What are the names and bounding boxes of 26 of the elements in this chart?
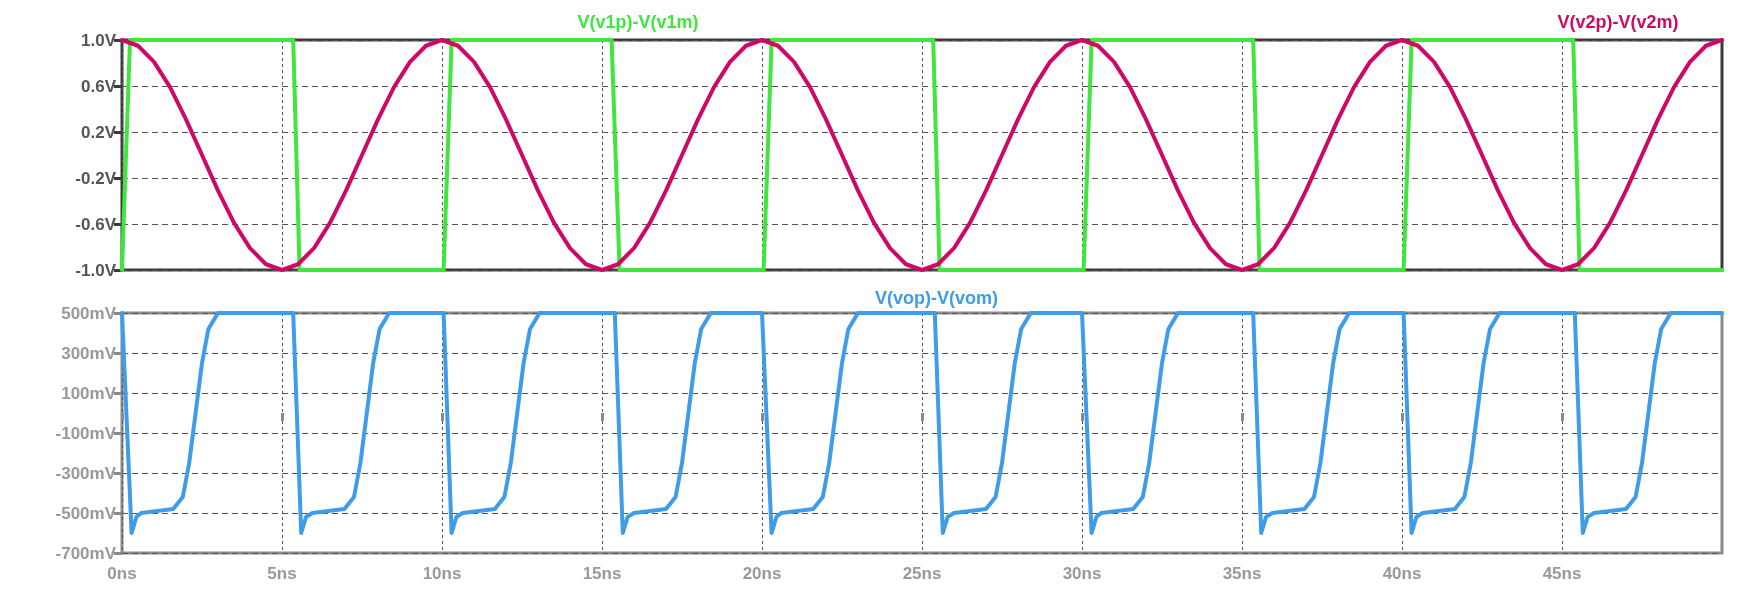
- x-tick-label: 5ns: [267, 564, 297, 583]
- y-tick-label: -300mV: [55, 463, 117, 483]
- y-tick-label: 1.0V: [81, 30, 117, 50]
- y-tick-label: 300mV: [61, 343, 117, 363]
- y-tick-label: -700mV: [55, 543, 117, 563]
- series-label: V(v2p)-V(v2m): [1557, 12, 1679, 32]
- y-tick-label: -500mV: [55, 503, 117, 523]
- x-tick-label: 0ns: [107, 564, 137, 583]
- x-tick-label: 40ns: [1382, 564, 1422, 583]
- x-tick-label: 35ns: [1222, 564, 1262, 583]
- series-label: V(v1p)-V(v1m): [577, 12, 699, 32]
- x-tick-label: 15ns: [582, 564, 622, 583]
- x-tick-label: 20ns: [742, 564, 782, 583]
- y-tick-label: 0.2V: [81, 122, 117, 142]
- y-tick-label: 0.6V: [81, 76, 117, 96]
- x-tick-label: 25ns: [902, 564, 942, 583]
- x-tick-label: 30ns: [1062, 564, 1102, 583]
- x-tick-label: 45ns: [1542, 564, 1582, 583]
- y-tick-label: 500mV: [61, 303, 117, 323]
- y-tick-label: -0.6V: [75, 214, 117, 234]
- y-tick-label: 100mV: [61, 383, 117, 403]
- series-label: V(vop)-V(vom): [875, 288, 998, 308]
- x-tick-label: 10ns: [422, 564, 462, 583]
- y-tick-label: -100mV: [55, 423, 117, 443]
- y-tick-label: -1.0V: [75, 260, 117, 280]
- y-tick-label: -0.2V: [75, 168, 117, 188]
